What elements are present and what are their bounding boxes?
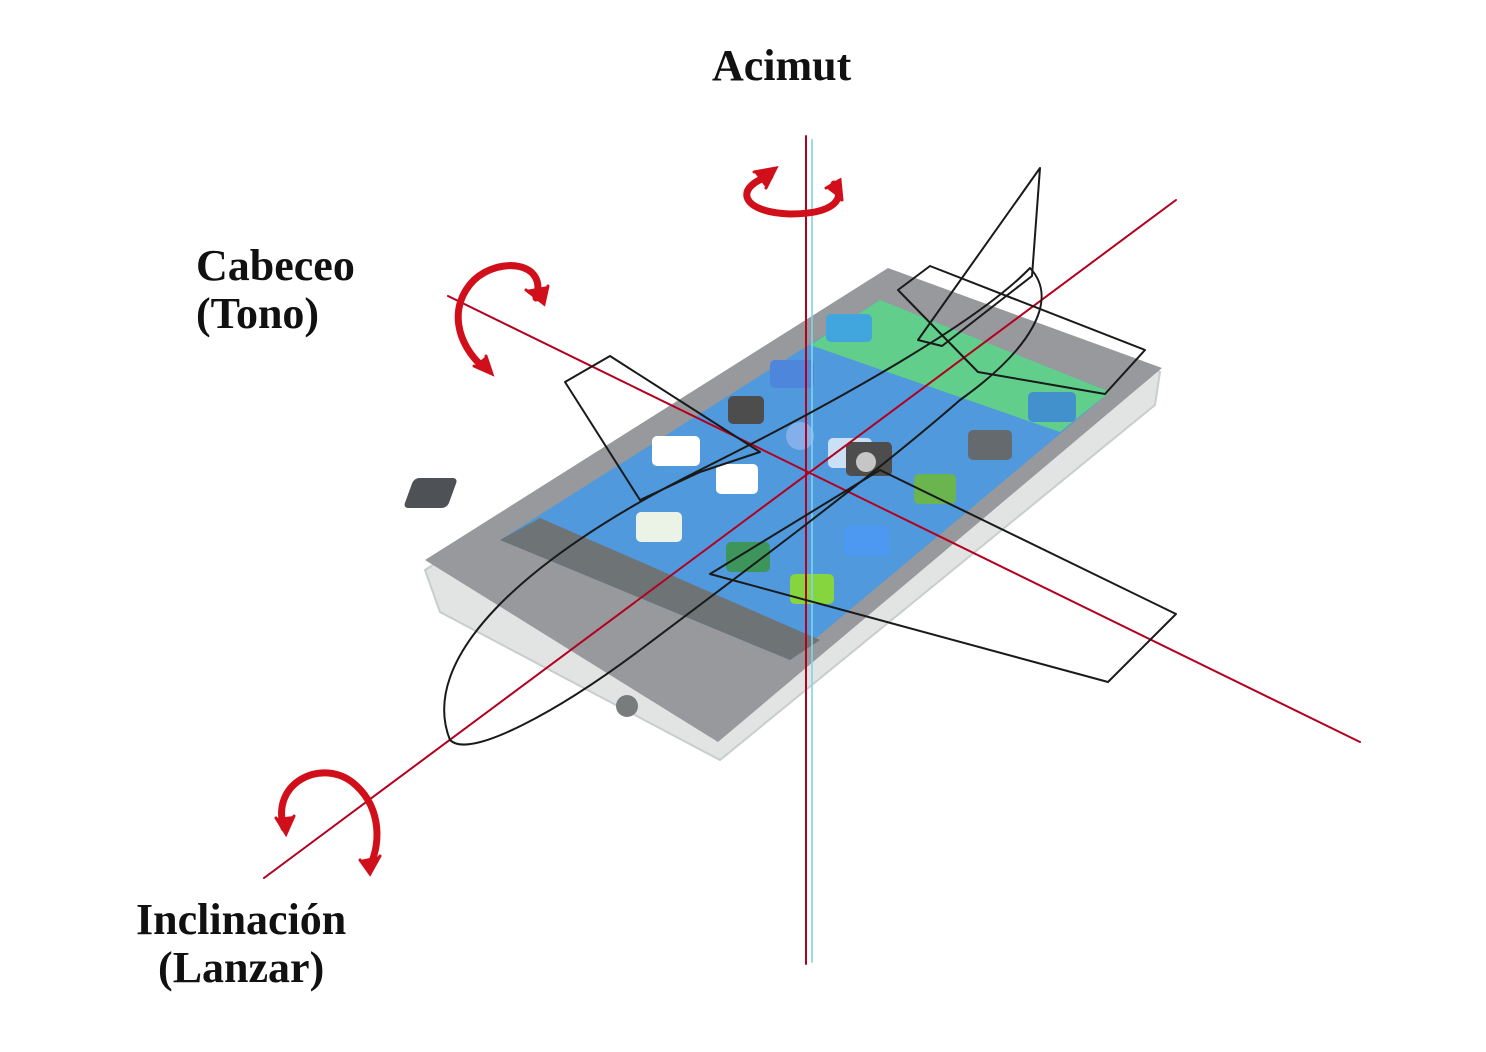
airplane-right-wing [709,469,1177,683]
pitch-label: Cabeceo (Tono) [196,242,355,338]
airplane-left-wing [564,355,761,501]
axes [263,135,1361,965]
roll-axis [263,199,1177,879]
roll-label-line1: Inclinación [136,895,347,944]
roll-label: Inclinación (Lanzar) [136,896,346,992]
airplane-outline [443,167,1177,746]
airplane-stabilizer [897,265,1146,395]
pitch-label-line2: (Tono) [196,289,320,338]
pitch-rotation-arrow-icon [454,262,550,377]
azimuth-label-text: Acimut [712,41,852,90]
smartphone [404,268,1162,762]
headphone-jack-icon [616,695,638,717]
azimuth-label: Acimut [712,42,851,90]
airplane-tail-fin [917,167,1041,347]
pitch-axis [447,295,1361,743]
pitch-label-line1: Cabeceo [196,241,355,290]
azimuth-rotation-arrow-icon [743,165,844,218]
roll-rotation-arrow-icon [274,769,382,877]
roll-label-line2: (Lanzar) [158,943,325,992]
rotation-arrows [274,165,844,877]
